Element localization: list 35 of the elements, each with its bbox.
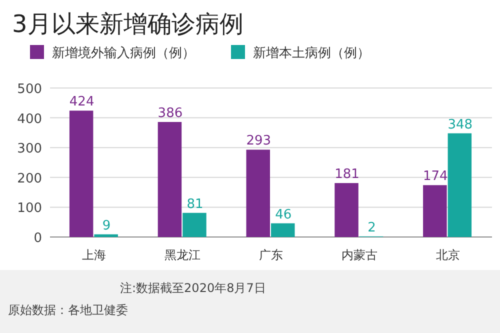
text: 原始数据：各地卫健委 [8,303,128,317]
data-label: 2 [368,220,376,236]
bar [423,185,447,237]
data-label: 424 [69,94,94,110]
data-label: 81 [186,196,204,212]
data-label: 386 [158,106,183,121]
chart-title: 3月以来新增确诊病例 [12,10,244,38]
y-tick-label: 400 [17,112,42,127]
legend-label: 新增本土病例（例） [253,46,370,61]
data-label: 9 [102,218,111,234]
data-label: 46 [275,207,292,222]
y-tick-label: 500 [17,82,42,97]
y-tick-label: 0 [34,231,42,246]
x-tick-label: 上海 [82,248,106,262]
bar [94,234,118,237]
bar [271,223,295,237]
x-tick-label: 黑龙江 [164,248,201,262]
bar [69,110,94,237]
y-tick-label: 300 [17,142,42,157]
bar [182,212,206,237]
data-label: 293 [246,134,272,149]
data-label: 348 [448,117,473,132]
y-tick-label: 200 [17,171,42,186]
data-label: 174 [423,169,448,184]
text: 注:数据截至2020年8月7日 [120,281,266,295]
bar [246,150,270,237]
x-tick-label: 广东 [259,248,283,262]
legend-label: 新增境外输入病例（例） [52,45,195,61]
bar [448,133,472,237]
bar [334,183,358,237]
y-tick-label: 100 [17,201,42,216]
bar [158,122,182,237]
x-tick-label: 内蒙古 [341,248,378,262]
x-tick-label: 北京 [436,248,460,262]
data-label: 181 [334,167,360,182]
